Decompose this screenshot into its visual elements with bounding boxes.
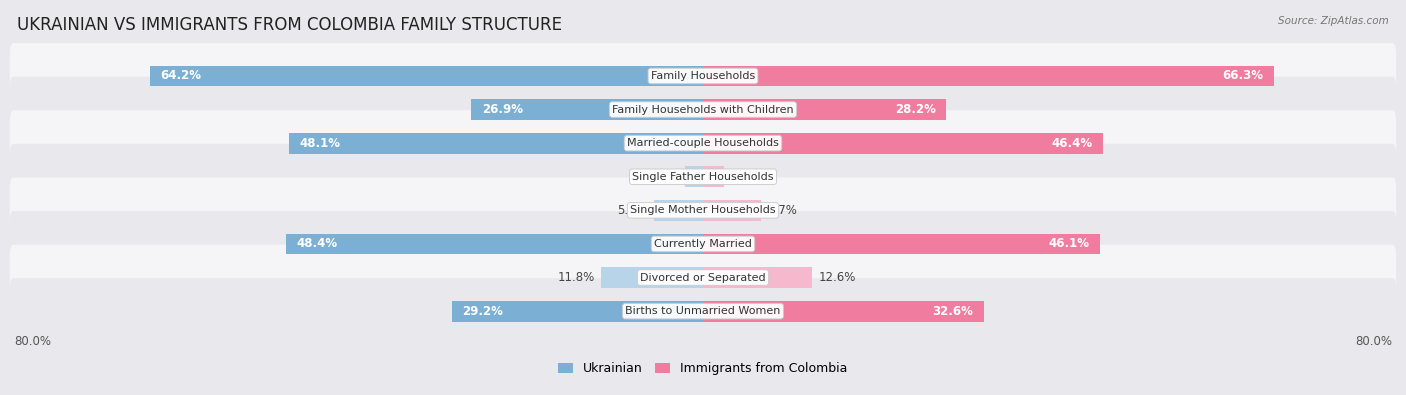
Text: 2.4%: 2.4% (731, 170, 761, 183)
Text: 64.2%: 64.2% (160, 70, 201, 83)
Text: Single Mother Households: Single Mother Households (630, 205, 776, 215)
Text: 32.6%: 32.6% (932, 305, 973, 318)
Text: UKRAINIAN VS IMMIGRANTS FROM COLOMBIA FAMILY STRUCTURE: UKRAINIAN VS IMMIGRANTS FROM COLOMBIA FA… (17, 16, 562, 34)
Bar (703, 66, 1274, 87)
FancyBboxPatch shape (10, 177, 1396, 243)
Bar (703, 301, 984, 322)
Bar (703, 166, 724, 187)
Bar (703, 267, 811, 288)
FancyBboxPatch shape (10, 110, 1396, 176)
Bar (287, 233, 703, 254)
Text: 6.7%: 6.7% (768, 204, 797, 217)
Bar (685, 166, 703, 187)
Text: 11.8%: 11.8% (557, 271, 595, 284)
Bar (288, 133, 703, 154)
Text: 28.2%: 28.2% (894, 103, 935, 116)
Text: 46.1%: 46.1% (1049, 237, 1090, 250)
Bar (471, 99, 703, 120)
Text: 5.7%: 5.7% (617, 204, 647, 217)
Text: Currently Married: Currently Married (654, 239, 752, 249)
Text: 48.4%: 48.4% (297, 237, 337, 250)
Text: Single Father Households: Single Father Households (633, 172, 773, 182)
Bar (654, 200, 703, 221)
Legend: Ukrainian, Immigrants from Colombia: Ukrainian, Immigrants from Colombia (553, 357, 853, 380)
Text: 66.3%: 66.3% (1223, 70, 1264, 83)
Bar (703, 99, 946, 120)
Bar (602, 267, 703, 288)
Text: 26.9%: 26.9% (482, 103, 523, 116)
FancyBboxPatch shape (10, 278, 1396, 344)
FancyBboxPatch shape (10, 43, 1396, 109)
Bar (703, 133, 1102, 154)
Text: Family Households: Family Households (651, 71, 755, 81)
Text: 48.1%: 48.1% (299, 137, 340, 150)
FancyBboxPatch shape (10, 211, 1396, 277)
Text: Births to Unmarried Women: Births to Unmarried Women (626, 306, 780, 316)
Text: Family Households with Children: Family Households with Children (612, 105, 794, 115)
Text: 80.0%: 80.0% (1355, 335, 1392, 348)
Text: Divorced or Separated: Divorced or Separated (640, 273, 766, 282)
FancyBboxPatch shape (10, 77, 1396, 143)
Text: 80.0%: 80.0% (14, 335, 51, 348)
Bar (150, 66, 703, 87)
Text: 2.1%: 2.1% (648, 170, 678, 183)
FancyBboxPatch shape (10, 245, 1396, 310)
Bar (703, 200, 761, 221)
Bar (703, 233, 1099, 254)
Text: 29.2%: 29.2% (461, 305, 503, 318)
Text: 12.6%: 12.6% (818, 271, 856, 284)
Bar (451, 301, 703, 322)
Text: Married-couple Households: Married-couple Households (627, 138, 779, 148)
Text: 46.4%: 46.4% (1052, 137, 1092, 150)
FancyBboxPatch shape (10, 144, 1396, 210)
Text: Source: ZipAtlas.com: Source: ZipAtlas.com (1278, 16, 1389, 26)
